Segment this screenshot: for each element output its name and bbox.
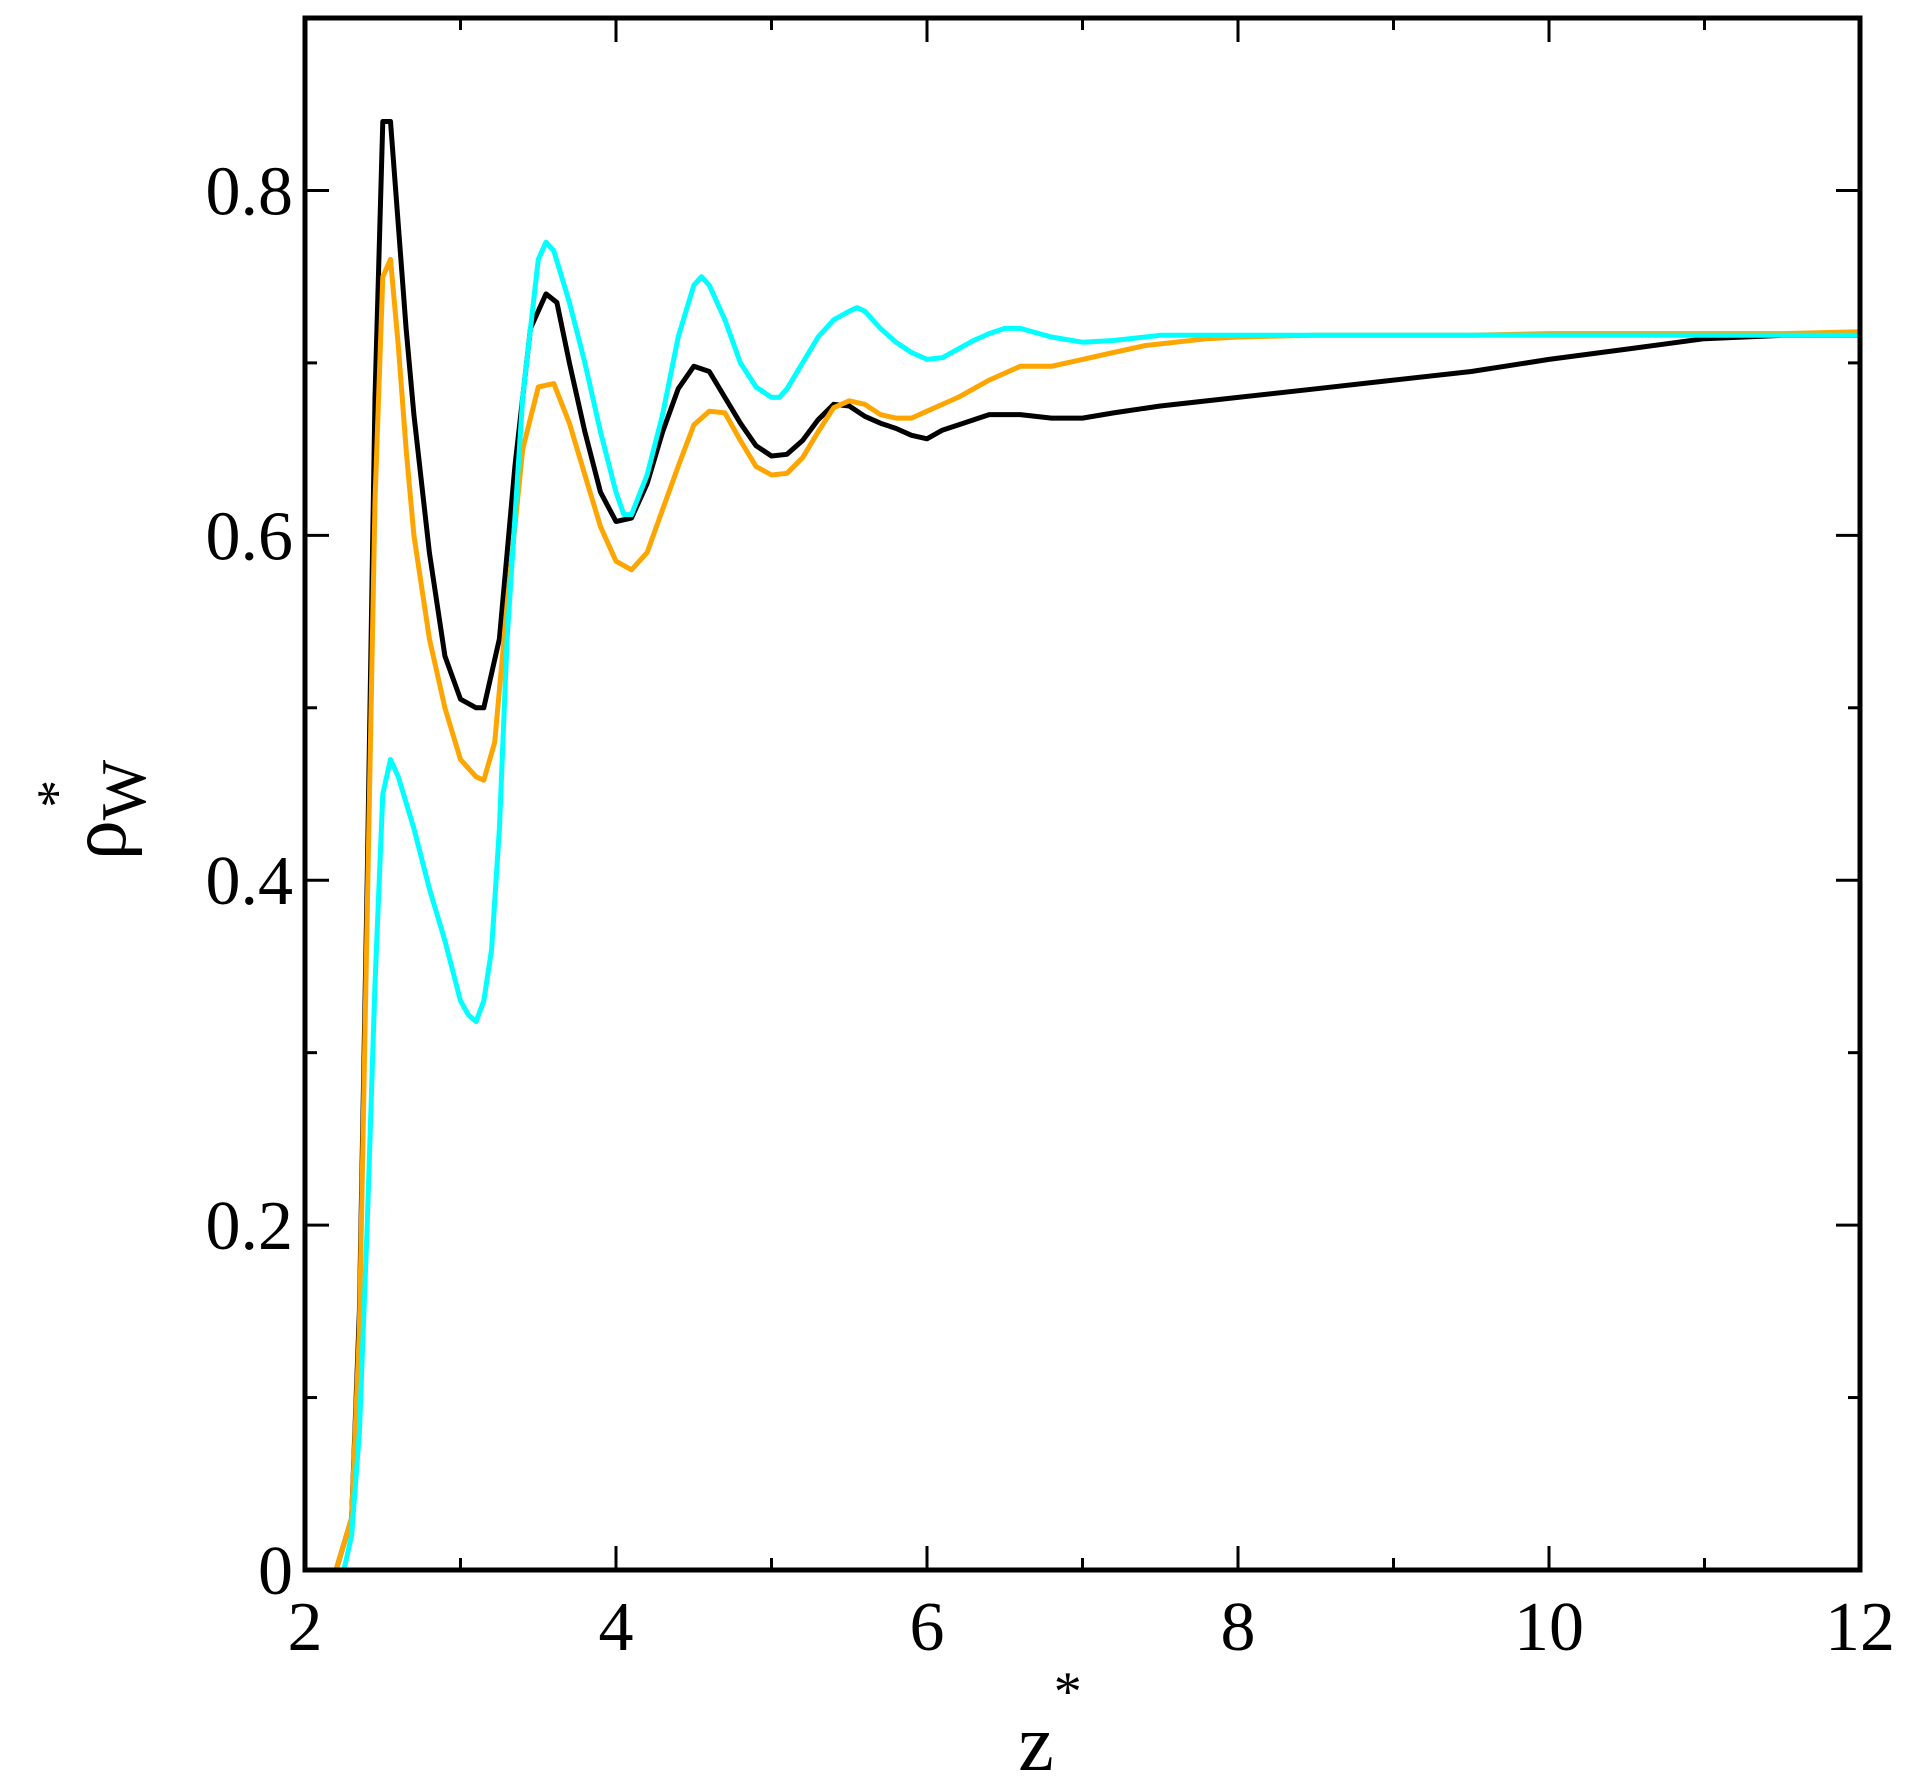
series-line-1 xyxy=(333,119,1863,1573)
y-axis-label-main: ρ xyxy=(55,820,143,860)
y-tick-label: 0.4 xyxy=(206,843,294,920)
ticks-layer xyxy=(303,18,1862,1572)
x-tick-label: 12 xyxy=(1825,1589,1895,1666)
tick-labels-layer: 2 4 6 8 10 12 0 0.2 0.4 0.6 0.8 xyxy=(206,153,1896,1666)
y-tick-label: 0.2 xyxy=(206,1188,294,1265)
x-tick-label: 8 xyxy=(1221,1589,1256,1666)
y-axis-label-sup: * xyxy=(26,780,88,808)
series-layer xyxy=(333,119,1863,1573)
series-line-3 xyxy=(341,239,1863,1573)
x-axis-label-sup: * xyxy=(1054,1661,1082,1723)
x-axis-label: z* xyxy=(1018,1661,1082,1788)
x-tick-label: 6 xyxy=(910,1589,945,1666)
x-tick-label: 4 xyxy=(599,1589,634,1666)
y-tick-label: 0.6 xyxy=(206,498,294,575)
series-line-2 xyxy=(333,256,1863,1573)
y-tick-label: 0.8 xyxy=(206,153,294,230)
plot-frame xyxy=(302,15,1863,1573)
y-tick-label: 0 xyxy=(258,1533,293,1610)
y-axis-label: ρW* xyxy=(26,759,159,860)
x-axis-label-main: z xyxy=(1018,1700,1054,1788)
x-tick-label: 10 xyxy=(1514,1589,1584,1666)
y-axis-label-sub: W xyxy=(88,759,159,820)
x-tick-label: 2 xyxy=(288,1589,323,1666)
